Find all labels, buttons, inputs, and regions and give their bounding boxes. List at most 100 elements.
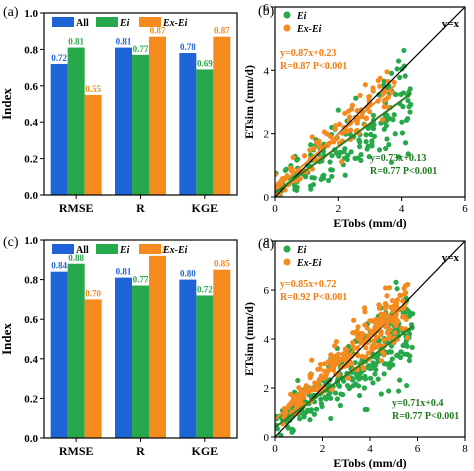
bar-value-label: 0.77 [133, 44, 149, 54]
data-point [383, 96, 389, 102]
data-point [394, 297, 401, 303]
bar-all-r [115, 277, 132, 438]
data-point [338, 391, 344, 397]
data-point [335, 382, 341, 388]
data-point [407, 109, 413, 115]
data-point [348, 149, 354, 155]
data-point [322, 394, 328, 400]
data-point [405, 97, 411, 104]
legend-label: Ei [119, 18, 130, 29]
bar-value-label: 0.80 [180, 269, 196, 279]
data-point [327, 159, 333, 165]
y-tick-label: 1.0 [24, 235, 38, 247]
data-point [346, 114, 353, 120]
y-axis-label: ETsim (mm/d) [242, 65, 256, 139]
legend-label: All [76, 18, 89, 29]
data-point [358, 375, 364, 381]
data-point [316, 138, 322, 144]
data-point [371, 338, 377, 344]
bar-ex-ei-r [149, 255, 166, 438]
bar-ei-kge [196, 295, 214, 438]
data-point [375, 77, 381, 84]
data-point [318, 396, 324, 402]
fit-equation-exei: y=0.85x+0.72 [280, 279, 336, 290]
x-tick-label: 0 [272, 443, 278, 455]
data-point [375, 376, 381, 382]
fit-stats-exei: R=0.87 P<0.001 [280, 61, 347, 72]
data-point [356, 392, 363, 399]
data-point [395, 58, 402, 64]
data-point [322, 368, 328, 374]
data-point [382, 113, 389, 119]
data-point [373, 344, 379, 350]
data-point [401, 47, 407, 54]
y-tick-label: 4 [264, 334, 270, 346]
y-tick-label: 0.8 [24, 44, 38, 56]
data-point [341, 155, 348, 161]
x-tick-label: 4 [399, 203, 405, 215]
bar-chart-0: (a)0.00.20.40.60.81.0Index0.720.810.55RM… [0, 5, 238, 215]
legend-label: Ex-Ei [296, 258, 322, 269]
data-point [305, 407, 311, 413]
data-point [357, 92, 363, 99]
data-point [381, 104, 387, 110]
plot-frame [274, 240, 466, 438]
data-point [363, 139, 369, 145]
legend-label: Ex-Ei [162, 245, 188, 256]
y-tick-label: 0.0 [24, 433, 38, 445]
data-point [311, 145, 317, 152]
panel-label: (d) [258, 237, 275, 252]
data-point [381, 371, 387, 377]
data-point [310, 181, 316, 188]
category-label: R [136, 201, 145, 215]
data-point [349, 361, 355, 367]
data-point [388, 159, 395, 165]
data-point [301, 411, 307, 417]
data-point [392, 131, 398, 137]
data-point [387, 361, 394, 367]
data-point [390, 117, 396, 123]
data-point [381, 337, 387, 343]
data-point [387, 349, 393, 355]
x-tick-label: 4 [367, 443, 373, 455]
legend-swatch-ex-ei [139, 244, 161, 254]
data-point [399, 119, 405, 125]
data-point [344, 128, 350, 135]
bar-ex-ei-rmse [84, 299, 102, 438]
bar-value-label: 0.72 [51, 53, 67, 63]
bar-all-rmse [50, 63, 68, 196]
data-point [294, 184, 300, 190]
data-point [358, 157, 364, 164]
data-point [398, 91, 404, 97]
data-point [346, 108, 352, 114]
data-point [295, 377, 301, 384]
bar-value-label: 0.85 [214, 259, 230, 269]
data-point [378, 391, 384, 397]
data-point [350, 339, 356, 345]
data-point [378, 329, 384, 335]
data-point [388, 89, 395, 96]
data-point [406, 357, 413, 364]
bar-all-kge [179, 279, 197, 438]
data-point [391, 79, 397, 85]
data-point [278, 432, 284, 437]
bar-value-label: 0.84 [51, 261, 67, 271]
data-point [371, 133, 377, 139]
data-point [381, 78, 387, 84]
data-point [332, 390, 339, 396]
data-point [318, 176, 324, 182]
fit-line-ei [275, 325, 414, 429]
fit-stats-ei: R=0.77 P<0.001 [392, 411, 459, 422]
data-point [383, 302, 389, 308]
fit-stats-ei: R=0.77 P<0.001 [370, 166, 437, 177]
bar-all-rmse [50, 271, 68, 438]
data-point [338, 149, 344, 155]
data-point [275, 426, 280, 432]
data-point [329, 153, 335, 159]
y-tick-label: 0.4 [24, 117, 38, 129]
data-point [356, 371, 362, 377]
data-point [399, 130, 406, 136]
data-point [367, 375, 374, 381]
data-point [283, 166, 289, 172]
data-point [317, 366, 323, 372]
